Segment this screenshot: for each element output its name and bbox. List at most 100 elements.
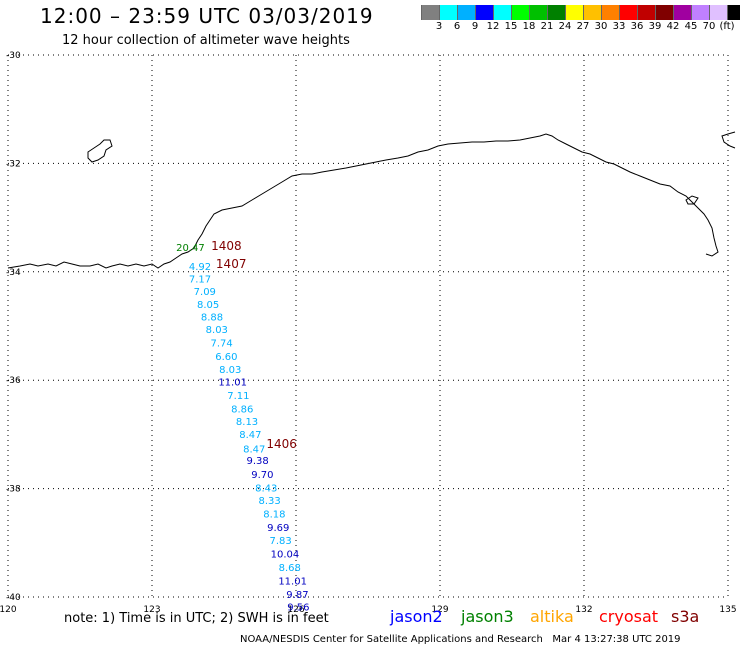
color-scale-swatch (440, 5, 458, 20)
swh-value: 4.92 (189, 262, 211, 273)
swh-value: 8.88 (201, 313, 223, 324)
color-scale-swatch (620, 5, 638, 20)
lat-label: -38 (6, 485, 21, 495)
swh-value: 8.47 (239, 430, 261, 441)
map-title: 12:00 – 23:59 UTC 03/03/2019 (40, 4, 374, 28)
color-scale-swatch (710, 5, 728, 20)
color-scale-swatch (602, 5, 620, 20)
swh-observations: 20.474.927.177.098.058.888.037.746.608.0… (176, 243, 309, 613)
color-scale-label: 70 (702, 21, 716, 32)
lon-label: 120 (0, 605, 17, 615)
color-scale-swatch (674, 5, 692, 20)
color-scale-label: 39 (648, 21, 662, 32)
lon-label: 132 (575, 605, 592, 615)
color-scale-label: 36 (630, 21, 644, 32)
color-scale-swatch (692, 5, 710, 20)
swh-value: 8.68 (279, 563, 301, 574)
track-id-label: 1407 (216, 257, 247, 271)
lon-label: 126 (287, 605, 304, 615)
color-scale-label: 3 (435, 21, 443, 32)
lat-label: -34 (6, 268, 21, 278)
color-scale-label: 15 (504, 21, 518, 32)
lat-label: -30 (6, 51, 21, 61)
color-scale-label: 30 (594, 21, 608, 32)
color-scale-swatch (512, 5, 530, 20)
swh-value: 20.47 (176, 243, 205, 254)
footnote: note: 1) Time is in UTC; 2) SWH is in fe… (64, 611, 329, 626)
track-labels: 1408 1407 1406 (211, 239, 297, 451)
color-scale-swatch (584, 5, 602, 20)
southern-ocean-island (87, 139, 113, 163)
color-scale-label: 27 (576, 21, 590, 32)
color-scale-swatches (421, 5, 740, 20)
swh-value: 8.43 (255, 483, 277, 494)
swh-value: 7.74 (210, 339, 232, 350)
swh-value: 8.13 (236, 417, 258, 428)
lon-label: 135 (719, 605, 736, 615)
satellite-legend-jason3: jason3 (461, 607, 514, 626)
color-scale-swatch (476, 5, 494, 20)
coastline (7, 131, 736, 269)
lon-labels: 120 123 126 129 132 135 (0, 605, 737, 615)
color-scale: 3 6 9 12 15 18 21 24 27 30 33 36 39 42 45 70 (ft) (421, 5, 740, 34)
track-id-label: 1406 (266, 437, 297, 451)
swh-value: 7.11 (227, 391, 249, 402)
swh-value: 11.01 (278, 577, 307, 588)
map-subtitle: 12 hour collection of altimeter wave hei… (62, 33, 350, 48)
color-scale-label: 12 (486, 21, 500, 32)
color-scale-swatch (638, 5, 656, 20)
graticule (7, 54, 729, 598)
swh-value: 9.38 (246, 456, 268, 467)
satellite-legend-altika: altika (530, 607, 574, 626)
color-scale-swatch (728, 5, 740, 20)
swh-value: 7.17 (189, 275, 211, 286)
lon-label: 123 (143, 605, 160, 615)
color-scale-swatch (458, 5, 476, 20)
color-scale-label: 18 (522, 21, 536, 32)
lat-label: -36 (6, 376, 21, 386)
swh-value: 9.70 (251, 470, 273, 481)
color-scale-label: 24 (558, 21, 572, 32)
credit-line: NOAA/NESDIS Center for Satellite Applica… (240, 634, 681, 645)
color-scale-labels: 3 6 9 12 15 18 21 24 27 30 33 36 39 42 45 70 (ft) (421, 20, 740, 34)
color-scale-swatch (656, 5, 674, 20)
kangaroo-island (685, 195, 699, 205)
australia-south-coast (7, 133, 719, 269)
lat-label: -32 (6, 159, 21, 169)
color-scale-label: 42 (666, 21, 680, 32)
lat-labels: -30 -32 -34 -36 -38 -40 (6, 51, 21, 603)
swh-value: 8.03 (219, 365, 241, 376)
timestamp: Mar 4 13:27:38 UTC 2019 (552, 634, 681, 645)
swh-value: 8.18 (263, 509, 285, 520)
color-scale-label: 6 (453, 21, 461, 32)
swh-value: 9.69 (267, 523, 289, 534)
track-id-label: 1408 (211, 239, 242, 253)
color-scale-swatch (530, 5, 548, 20)
color-scale-label: 9 (471, 21, 479, 32)
color-scale-swatch (548, 5, 566, 20)
lat-label: -40 (6, 593, 21, 603)
color-scale-label: 45 (684, 21, 698, 32)
swh-value: 8.03 (206, 325, 228, 336)
credit-text: NOAA/NESDIS Center for Satellite Applica… (240, 634, 543, 645)
color-scale-swatch (494, 5, 512, 20)
swh-value: 8.05 (197, 300, 219, 311)
color-scale-label: (ft) (719, 21, 735, 32)
satellite-legend-cryosat: cryosat (599, 607, 659, 626)
swh-value: 7.83 (270, 536, 292, 547)
swh-value: 7.09 (194, 287, 216, 298)
lon-label: 129 (431, 605, 448, 615)
swh-value: 10.04 (271, 549, 300, 560)
color-scale-swatch (566, 5, 584, 20)
swh-value: 9.87 (286, 590, 308, 601)
color-scale-label: 33 (612, 21, 626, 32)
eyre-peninsula-coast (721, 131, 736, 149)
color-scale-swatch (421, 5, 440, 20)
satellite-legend-jason2: jason2 (390, 607, 443, 626)
satellite-legend-s3a: s3a (671, 607, 700, 626)
swh-value: 9.56 (287, 603, 309, 614)
swh-value: 8.47 (243, 444, 265, 455)
swh-value: 11.01 (218, 378, 247, 389)
color-scale-label: 21 (540, 21, 554, 32)
